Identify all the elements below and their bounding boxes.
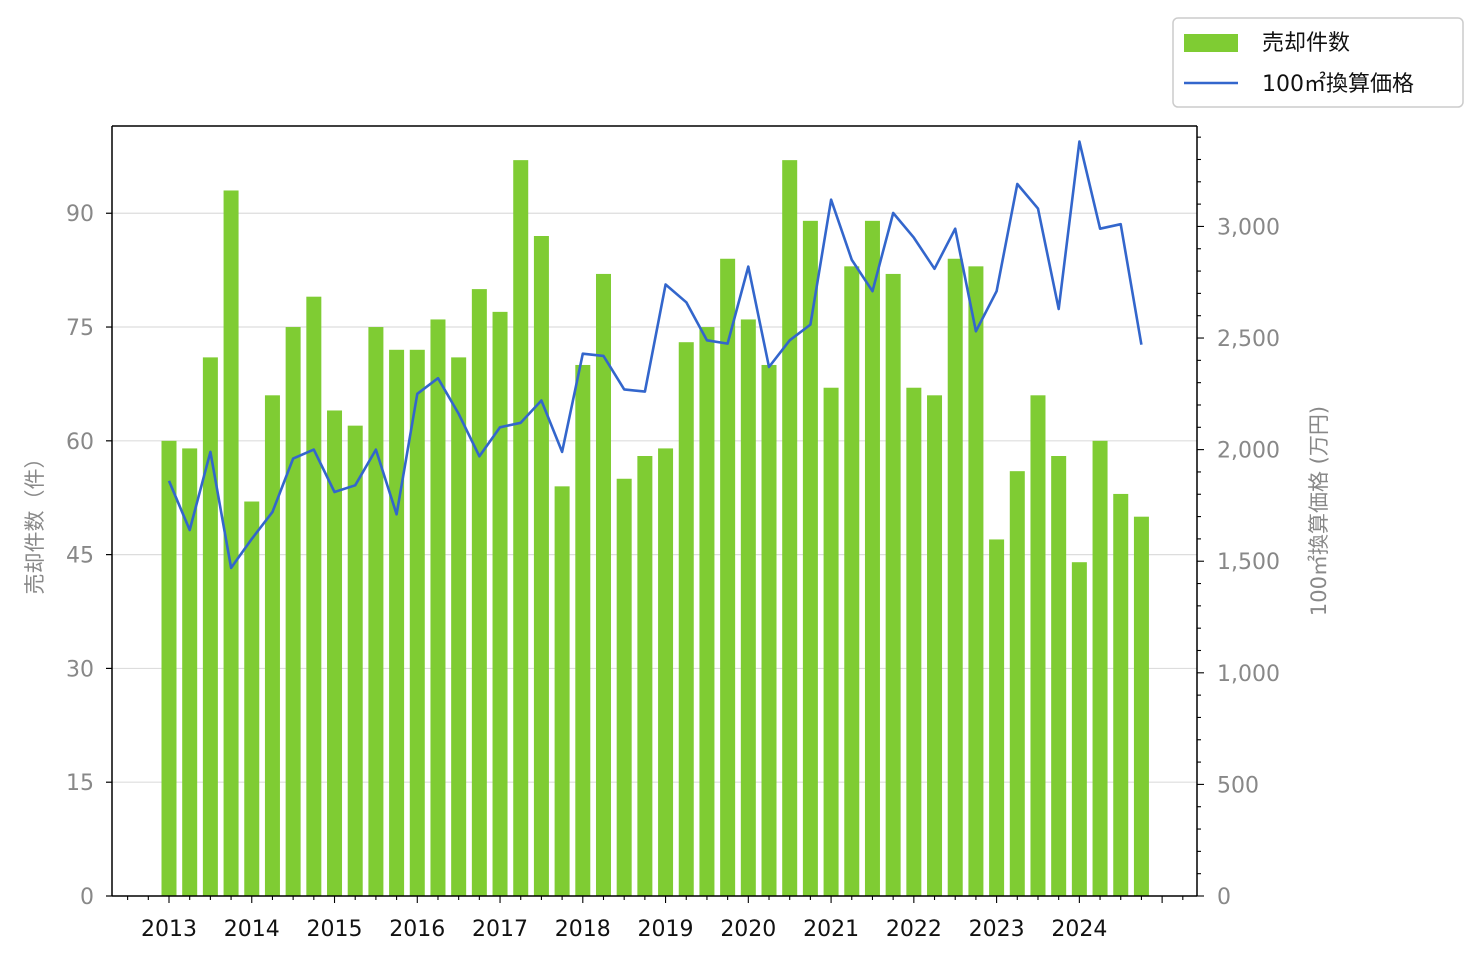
bar [906, 387, 922, 896]
bar [885, 273, 901, 896]
bar [223, 190, 239, 896]
bar [802, 220, 818, 897]
y-axis-left-ticks: 0 15 30 45 60 75 90 [66, 202, 112, 910]
bar [1092, 440, 1108, 896]
bar [182, 448, 198, 896]
bar [533, 236, 549, 896]
bar [616, 478, 632, 896]
bar [740, 319, 756, 897]
x-tick-label: 2014 [224, 917, 280, 942]
bar [327, 410, 343, 896]
bar [1030, 395, 1046, 896]
y-tick-label: 90 [66, 202, 94, 227]
y2-tick-label: 1,000 [1217, 662, 1280, 687]
bar [595, 273, 611, 896]
y-tick-label: 30 [66, 657, 94, 682]
legend-frame [1172, 17, 1464, 108]
y-axis-right-title: 100㎡換算価格 (万円) [1307, 406, 1331, 616]
bar [306, 296, 322, 896]
bar [678, 342, 694, 896]
bar [575, 364, 591, 896]
bar [1113, 493, 1129, 896]
price-line [167, 140, 1143, 570]
bar [947, 258, 963, 896]
bar [637, 456, 653, 896]
bar [202, 357, 218, 897]
bar [968, 266, 984, 896]
y-tick-label: 75 [66, 316, 94, 341]
x-tick-label: 2023 [969, 917, 1025, 942]
bar [1051, 456, 1067, 896]
bar [699, 327, 715, 896]
y2-tick-label: 3,000 [1217, 215, 1280, 240]
bar [430, 319, 446, 897]
x-tick-label: 2021 [803, 917, 859, 942]
legend: 売却件数 100㎡換算価格 [1172, 17, 1464, 108]
bar [451, 357, 467, 897]
bar [244, 501, 260, 896]
bar [1133, 516, 1149, 896]
bar [492, 311, 508, 896]
x-tick-label: 2013 [141, 917, 197, 942]
bar [347, 425, 363, 896]
bar [368, 327, 384, 896]
x-tick-label: 2020 [720, 917, 776, 942]
bar [1071, 562, 1087, 896]
legend-label-line: 100㎡換算価格 [1262, 71, 1414, 97]
y-tick-label: 0 [80, 885, 94, 910]
x-tick-label: 2022 [886, 917, 942, 942]
bar [844, 266, 860, 896]
x-tick-label: 2015 [307, 917, 363, 942]
bar-series [161, 160, 1149, 897]
y2-tick-label: 0 [1217, 885, 1231, 910]
y-tick-label: 45 [66, 544, 94, 569]
bar [823, 387, 839, 896]
bar [782, 160, 798, 896]
y-axis-right-ticks: 0 500 1,000 1,500 2,000 2,500 3,000 [1197, 136, 1280, 910]
y-axis-left-title: 売却件数（件） [23, 448, 47, 595]
bar [761, 364, 777, 896]
bar [471, 289, 487, 896]
y2-tick-label: 2,500 [1217, 327, 1280, 352]
bar [554, 486, 570, 896]
bar [720, 258, 736, 896]
x-tick-label: 2019 [638, 917, 694, 942]
bar [161, 440, 177, 896]
y2-tick-label: 500 [1217, 773, 1259, 798]
bar [658, 448, 674, 896]
y-tick-label: 60 [66, 430, 94, 455]
bar [264, 395, 280, 896]
x-axis-ticks: 2013 2014 2015 2016 2017 2018 2019 2020 2021 2022… [127, 896, 1184, 942]
y-tick-label: 15 [66, 771, 94, 796]
x-tick-label: 2024 [1051, 917, 1107, 942]
y2-tick-label: 1,500 [1217, 550, 1280, 575]
bar [989, 539, 1005, 896]
legend-swatch-bars [1184, 34, 1238, 52]
bar [1009, 471, 1025, 896]
line-series [167, 140, 1143, 570]
x-tick-label: 2017 [472, 917, 528, 942]
bar [864, 220, 880, 897]
x-tick-label: 2016 [389, 917, 445, 942]
legend-label-bars: 売却件数 [1262, 31, 1350, 56]
bar [513, 160, 529, 896]
x-tick-label: 2018 [555, 917, 611, 942]
bar [285, 327, 301, 896]
bar [409, 349, 425, 896]
bar [927, 395, 943, 896]
bar [389, 349, 405, 896]
y2-tick-label: 2,000 [1217, 439, 1280, 464]
